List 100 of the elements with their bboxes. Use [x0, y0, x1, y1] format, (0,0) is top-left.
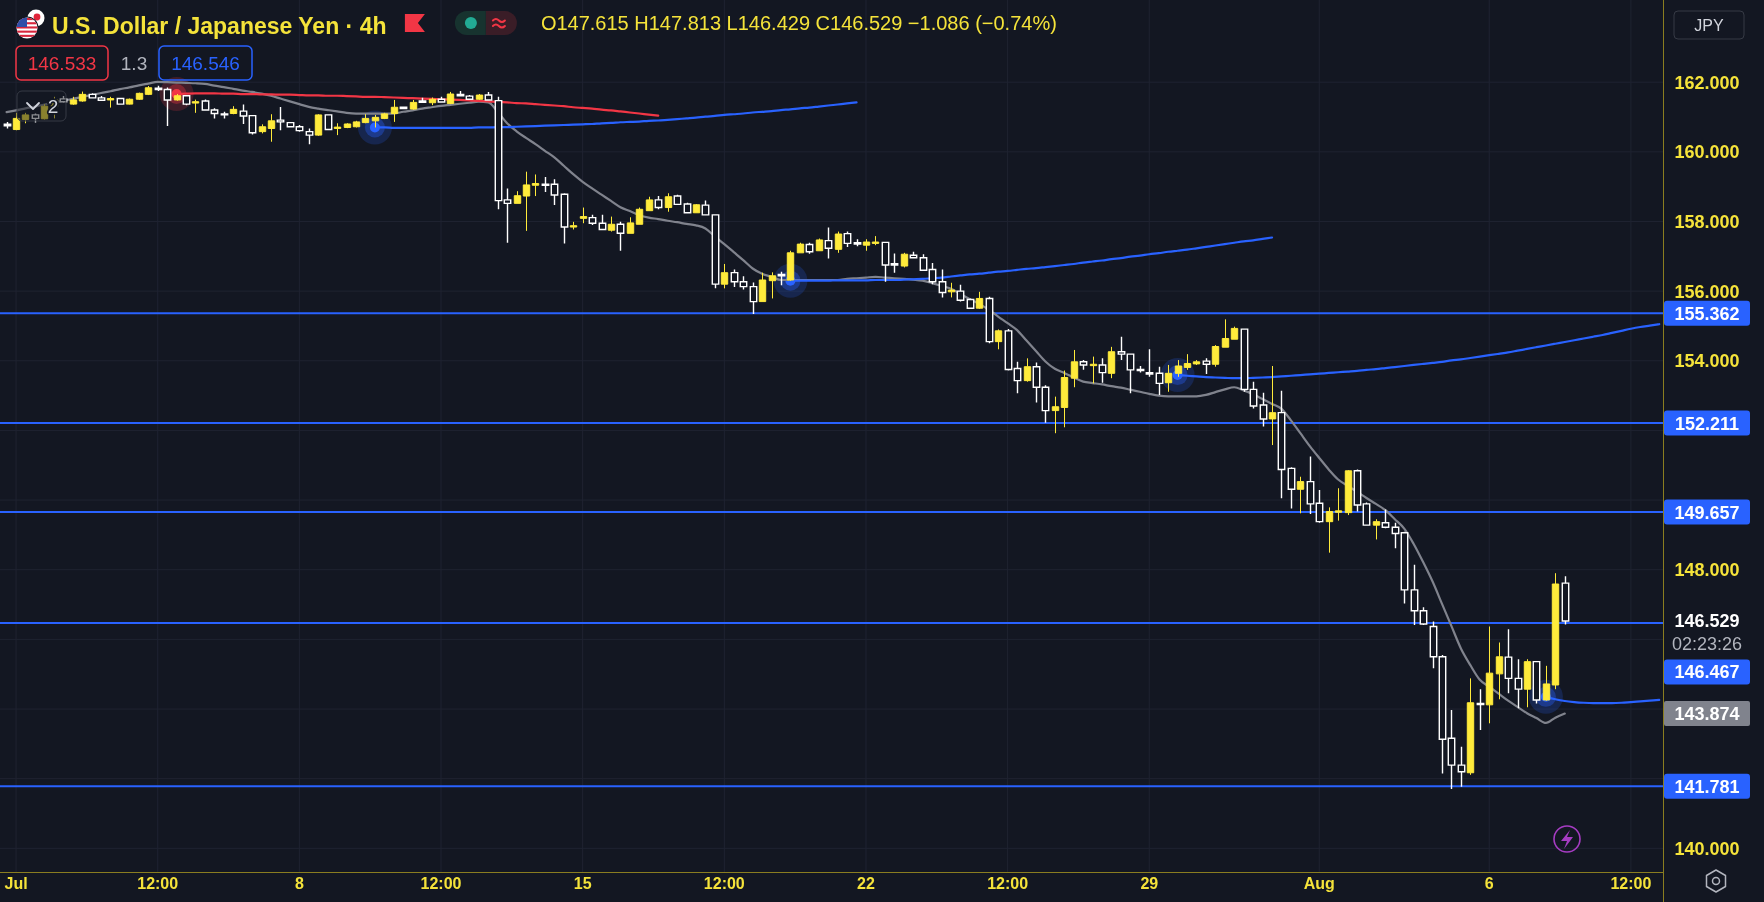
candlestick — [862, 238, 871, 252]
candlestick — [352, 120, 361, 128]
candlestick — [343, 122, 352, 129]
candlestick — [890, 252, 899, 274]
candlestick — [1362, 501, 1371, 526]
candlestick — [522, 171, 531, 232]
candlestick — [59, 95, 68, 104]
y-tick-label: 162.000 — [1674, 72, 1740, 93]
candlestick — [1107, 346, 1116, 379]
candlestick — [125, 98, 134, 105]
candlestick — [1495, 642, 1504, 700]
candlestick — [1164, 364, 1173, 393]
ref-line-label: 146.467 — [1674, 662, 1740, 683]
x-tick-label: 6 — [1484, 875, 1494, 892]
candlestick — [314, 113, 323, 137]
candlestick — [777, 270, 786, 286]
candlestick — [1429, 620, 1438, 669]
annotation: 146.533 — [27, 52, 97, 74]
candlestick — [1023, 357, 1032, 383]
candlestick — [1504, 628, 1513, 695]
candlestick — [975, 291, 984, 310]
candlestick — [1004, 328, 1013, 372]
candlestick — [664, 192, 673, 213]
x-tick-label: 12:00 — [703, 875, 745, 892]
candlestick — [154, 84, 163, 92]
y-tick-label: 160.000 — [1674, 142, 1740, 163]
y-tick-label: 158.000 — [1674, 211, 1740, 232]
candlestick — [1192, 359, 1201, 366]
candlestick — [938, 268, 947, 299]
candlestick — [758, 272, 767, 303]
candlestick — [1391, 522, 1400, 549]
candlestick — [1353, 468, 1362, 513]
candlestick — [673, 193, 682, 206]
candlestick — [1457, 745, 1466, 788]
candlestick — [692, 203, 701, 214]
candlestick — [1400, 531, 1409, 605]
candlestick — [484, 91, 493, 102]
candlestick — [966, 297, 975, 310]
candlestick — [1070, 349, 1079, 388]
candlestick — [380, 112, 389, 120]
text: 02:23:26 — [1671, 634, 1743, 655]
candlestick — [853, 238, 862, 247]
candlestick — [635, 207, 644, 225]
candlestick — [550, 178, 559, 206]
candlestick — [900, 252, 909, 268]
candlestick — [560, 192, 569, 245]
text: O147.615 H147.813 L146.429 C146.529 −1.086 (−0.74%) — [540, 12, 1057, 34]
candlestick — [1145, 348, 1154, 378]
x-tick-label: 8 — [294, 875, 304, 892]
candlestick — [871, 235, 880, 246]
candlestick — [210, 107, 219, 120]
x-tick-label: 12:00 — [420, 875, 462, 892]
candlestick — [1174, 359, 1183, 378]
candlestick — [815, 238, 824, 252]
candlestick — [258, 123, 267, 134]
candlestick — [1051, 396, 1060, 434]
candlestick — [1419, 606, 1428, 626]
candlestick — [1013, 361, 1022, 394]
x-tick-label: 22 — [857, 875, 875, 892]
candlestick — [1211, 344, 1220, 368]
candlestick — [645, 196, 654, 212]
candlestick — [956, 284, 965, 303]
candlestick — [1296, 476, 1305, 514]
candlestick — [1485, 625, 1494, 724]
candlestick — [418, 97, 427, 104]
candlestick — [711, 213, 720, 290]
ref-line-label: 155.362 — [1674, 303, 1740, 324]
candlestick — [295, 124, 304, 133]
x-tick-label: 29 — [1140, 875, 1159, 892]
candlestick — [1126, 352, 1135, 394]
candlestick — [390, 99, 399, 123]
candlestick — [1447, 709, 1456, 790]
candlestick — [428, 97, 437, 106]
candlestick — [220, 111, 229, 120]
candlestick — [607, 216, 616, 233]
candlestick — [1032, 361, 1041, 404]
candlestick — [947, 282, 956, 298]
candlestick — [1240, 327, 1249, 393]
candlestick — [626, 216, 635, 234]
candlestick — [1523, 658, 1532, 708]
candlestick — [1344, 469, 1353, 516]
candlestick — [135, 92, 144, 101]
candlestick — [616, 221, 625, 252]
ref-line-label: 149.657 — [1674, 502, 1740, 523]
candlestick — [144, 85, 153, 96]
candlestick — [720, 263, 729, 289]
x-tick-label: Jul — [4, 875, 28, 892]
candlestick — [749, 281, 758, 315]
candlestick — [701, 199, 710, 216]
ref-line-label: 152.211 — [1674, 413, 1740, 434]
candlestick — [1259, 392, 1268, 428]
candlestick — [1183, 353, 1192, 371]
candlestick — [824, 226, 833, 260]
candlestick — [1306, 455, 1315, 515]
annotation: 1.3 — [120, 52, 148, 74]
text: 143.874 — [1674, 704, 1740, 725]
candlestick — [78, 91, 87, 103]
candlestick — [409, 99, 418, 111]
candlestick — [475, 93, 484, 101]
candlestick — [324, 113, 333, 131]
